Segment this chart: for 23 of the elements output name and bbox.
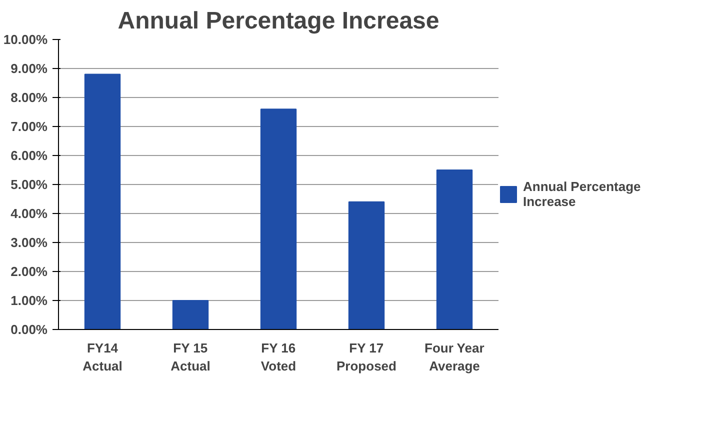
chart-title: Annual Percentage Increase [118, 8, 440, 34]
y-tick-label: 3.00% [10, 235, 48, 250]
x-tick-label: FY14 Actual [82, 340, 122, 374]
y-tick-label: 0.00% [10, 322, 48, 337]
y-tick-label: 7.00% [10, 119, 48, 134]
y-tick-label: 9.00% [10, 61, 48, 76]
bar [260, 108, 297, 330]
legend-label: Annual Percentage Increase [523, 179, 641, 209]
y-tick-label: 10.00% [3, 32, 48, 47]
bar [84, 74, 121, 330]
y-tick-label: 5.00% [10, 177, 48, 192]
y-tick-label: 6.00% [10, 148, 48, 163]
y-tick-label: 1.00% [10, 293, 48, 308]
bar [172, 300, 209, 330]
x-tick-label: FY 16 Voted [260, 340, 296, 374]
bar [436, 170, 473, 330]
x-tick-label: Four Year Average [424, 340, 484, 374]
x-tick-label: FY 17 Proposed [336, 340, 397, 374]
y-tick-label: 2.00% [10, 264, 48, 279]
y-tick-label: 4.00% [10, 206, 48, 221]
bar [348, 201, 385, 330]
y-tick-label: 8.00% [10, 90, 48, 105]
x-tick-label: FY 15 Actual [170, 340, 210, 374]
